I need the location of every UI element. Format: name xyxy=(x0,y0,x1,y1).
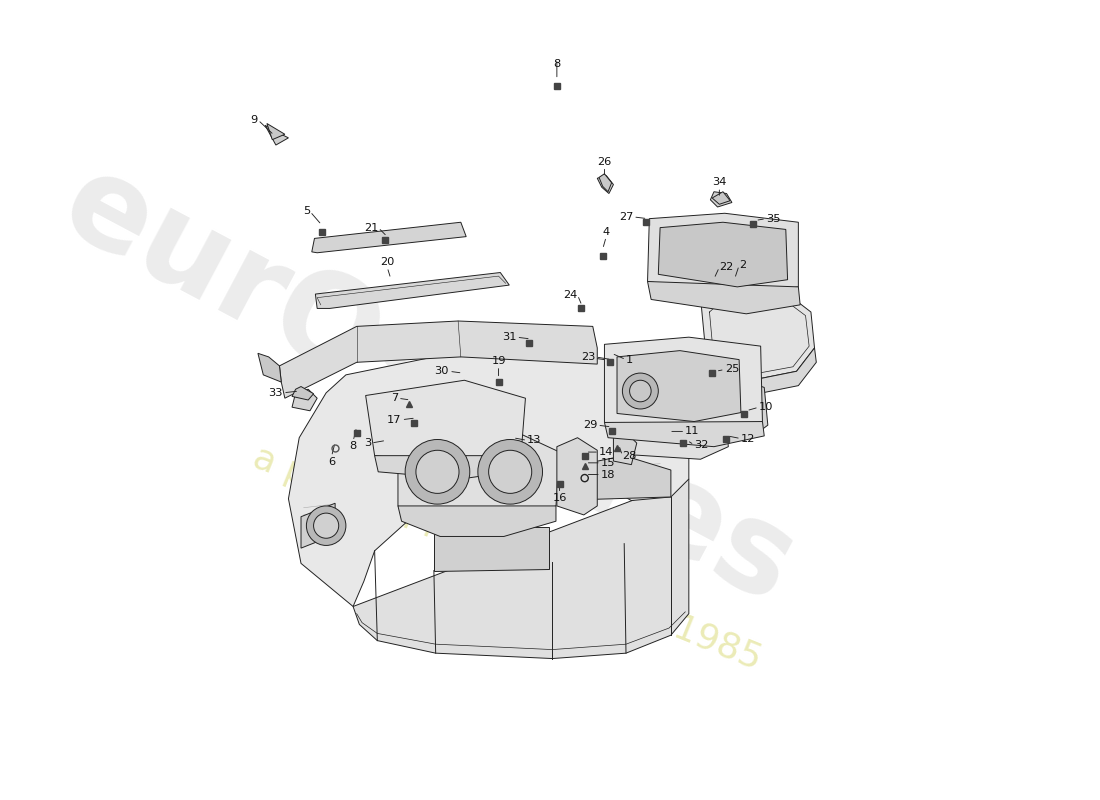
Polygon shape xyxy=(353,479,689,658)
Circle shape xyxy=(623,373,658,409)
Polygon shape xyxy=(375,456,526,479)
Polygon shape xyxy=(648,214,799,295)
Text: 11: 11 xyxy=(685,426,700,437)
Text: 22: 22 xyxy=(719,262,734,272)
Polygon shape xyxy=(288,353,689,606)
Text: 17: 17 xyxy=(387,414,402,425)
Polygon shape xyxy=(316,273,509,309)
Text: 35: 35 xyxy=(766,214,781,224)
Polygon shape xyxy=(712,192,730,204)
Text: 7: 7 xyxy=(390,394,398,403)
Text: 18: 18 xyxy=(601,470,615,479)
Polygon shape xyxy=(711,192,732,207)
Polygon shape xyxy=(279,321,597,398)
Text: 30: 30 xyxy=(434,366,449,376)
Text: 23: 23 xyxy=(581,352,595,362)
Text: 12: 12 xyxy=(741,434,756,444)
Polygon shape xyxy=(433,527,549,570)
Polygon shape xyxy=(257,354,282,382)
Polygon shape xyxy=(617,350,741,422)
Polygon shape xyxy=(292,390,317,410)
Text: 29: 29 xyxy=(583,420,597,430)
Polygon shape xyxy=(614,436,637,465)
Circle shape xyxy=(488,450,531,494)
Text: 16: 16 xyxy=(552,494,567,503)
Text: 4: 4 xyxy=(603,226,609,237)
Text: 8: 8 xyxy=(350,442,356,451)
Polygon shape xyxy=(604,337,762,432)
Text: 9: 9 xyxy=(251,115,257,125)
Text: 25: 25 xyxy=(725,365,739,374)
Polygon shape xyxy=(604,422,764,446)
Circle shape xyxy=(307,506,345,546)
Text: 1: 1 xyxy=(626,354,634,365)
Text: 24: 24 xyxy=(563,290,578,300)
Polygon shape xyxy=(292,386,313,400)
Polygon shape xyxy=(265,126,288,145)
Text: 19: 19 xyxy=(492,356,506,366)
Polygon shape xyxy=(301,503,336,548)
Polygon shape xyxy=(267,123,285,140)
Text: 2: 2 xyxy=(739,260,746,270)
Polygon shape xyxy=(554,456,671,501)
Text: 28: 28 xyxy=(623,450,637,461)
Polygon shape xyxy=(648,282,800,314)
Polygon shape xyxy=(311,222,466,253)
Polygon shape xyxy=(398,506,556,537)
Polygon shape xyxy=(723,380,768,436)
Text: 34: 34 xyxy=(712,178,726,187)
Polygon shape xyxy=(658,222,788,287)
Polygon shape xyxy=(557,438,597,515)
Text: 14: 14 xyxy=(600,447,614,457)
Text: 15: 15 xyxy=(601,458,615,468)
Circle shape xyxy=(477,439,542,504)
Text: 31: 31 xyxy=(502,332,517,342)
Text: 6: 6 xyxy=(328,457,336,466)
Circle shape xyxy=(629,380,651,402)
Circle shape xyxy=(405,439,470,504)
Text: 13: 13 xyxy=(527,435,541,446)
Circle shape xyxy=(314,513,339,538)
Text: 32: 32 xyxy=(694,440,708,450)
Text: 3: 3 xyxy=(364,438,371,448)
Text: 20: 20 xyxy=(379,257,395,267)
Circle shape xyxy=(416,450,459,494)
Text: eurOspares: eurOspares xyxy=(42,142,815,630)
Text: 5: 5 xyxy=(302,206,310,217)
Polygon shape xyxy=(705,344,816,393)
Polygon shape xyxy=(600,174,612,192)
Text: 26: 26 xyxy=(597,157,612,166)
Polygon shape xyxy=(614,403,728,459)
Text: 27: 27 xyxy=(619,212,634,222)
Polygon shape xyxy=(597,175,614,194)
Text: 21: 21 xyxy=(364,222,378,233)
Text: 8: 8 xyxy=(553,59,561,69)
Polygon shape xyxy=(398,429,560,524)
Text: 10: 10 xyxy=(759,402,773,412)
Polygon shape xyxy=(702,288,814,378)
Polygon shape xyxy=(365,380,526,465)
Text: 33: 33 xyxy=(268,388,283,398)
Text: a passion for parts since 1985: a passion for parts since 1985 xyxy=(249,440,767,676)
